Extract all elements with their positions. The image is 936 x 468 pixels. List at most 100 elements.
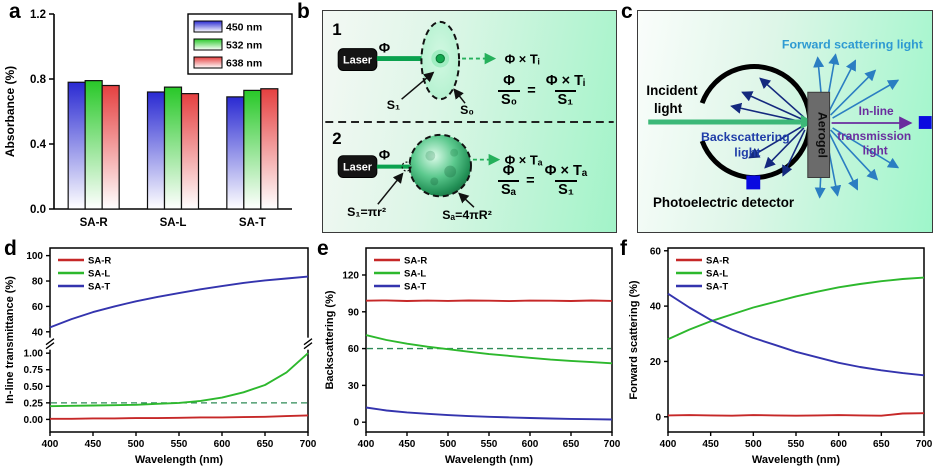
bar-SA-R-638 nm bbox=[101, 84, 120, 210]
inline-label-1: In-line bbox=[859, 104, 894, 118]
series-line-SA-T bbox=[49, 275, 309, 329]
sa-formula-label: Sₐ=4πR² bbox=[442, 208, 492, 222]
y-tick-label: 40 bbox=[650, 302, 662, 313]
series-line-SA-R bbox=[365, 299, 613, 303]
y-axis-title: Absorbance (%) bbox=[3, 66, 17, 157]
bar-SA-T-532 nm bbox=[243, 89, 262, 210]
series-line-SA-L bbox=[667, 276, 925, 341]
plot-area bbox=[365, 247, 613, 433]
eq2-denominator-2: S₁ bbox=[555, 179, 577, 199]
x-tick-label: 700 bbox=[300, 439, 317, 450]
y-tick-label: 60 bbox=[348, 344, 360, 355]
y-tick-label: 90 bbox=[348, 307, 360, 318]
legend-label-SA-R: SA-R bbox=[88, 256, 111, 267]
y-tick-label: 80 bbox=[32, 277, 44, 288]
laser-schematic-diagram: 1 Laser Φ Φ × Tᵢ S₁ S₀ 2 Laser Φ Φ × Tₐ … bbox=[322, 10, 617, 233]
legend-label-SA-L: SA-L bbox=[706, 269, 728, 280]
eq2-equals: = bbox=[526, 172, 535, 189]
phi-symbol-2: Φ bbox=[379, 147, 390, 163]
s1-pointer-arrow bbox=[401, 71, 435, 100]
chart-element bbox=[741, 91, 805, 121]
y-tick-label: 0 bbox=[353, 418, 359, 429]
backscattering-arrows bbox=[730, 77, 806, 177]
s1-formula-arrow bbox=[377, 172, 404, 205]
legend-label-SA-R: SA-R bbox=[404, 256, 427, 267]
fraction: Φ Sₐ bbox=[498, 163, 520, 198]
x-tick-label: 400 bbox=[42, 439, 59, 450]
aerogel-sample bbox=[807, 91, 831, 178]
x-tick-label: 450 bbox=[702, 439, 719, 450]
x-tick-label: 550 bbox=[171, 439, 188, 450]
absorbance-bar-chart: 0.0 0.4 0.8 1.2 SA-R SA-L SA-T 450 nm 532 nm 638 … bbox=[3, 9, 293, 229]
legend-swatch-450 nm bbox=[193, 20, 223, 33]
panel-d-label: d bbox=[4, 237, 17, 260]
eq1-denominator-1: S₀ bbox=[498, 89, 521, 109]
panel-a-label: a bbox=[9, 0, 21, 23]
x-tick-label: 700 bbox=[604, 439, 620, 450]
step-2-number: 2 bbox=[332, 129, 341, 148]
chart-element bbox=[830, 129, 879, 181]
x-tick-label: 400 bbox=[358, 439, 375, 450]
y-tick-label: 0.25 bbox=[24, 398, 44, 409]
equation-2: Φ Sₐ = Φ × Tₐ S₁ bbox=[498, 163, 590, 198]
x-tick-label: 600 bbox=[830, 439, 847, 450]
y-tick-label: 100 bbox=[26, 251, 43, 262]
x-tick-label: 500 bbox=[128, 439, 145, 450]
chart-element bbox=[827, 59, 857, 113]
legend-swatch-532 nm bbox=[193, 38, 223, 51]
y-tick-label: 30 bbox=[348, 381, 360, 392]
x-axis-title: Wavelength (nm) bbox=[135, 454, 224, 466]
phi-symbol-1: Φ bbox=[379, 40, 390, 56]
bar-SA-L-638 nm bbox=[180, 93, 200, 210]
equation-1: Φ S₀ = Φ × Tᵢ S₁ bbox=[498, 73, 588, 108]
y-tick-label: 60 bbox=[32, 302, 44, 313]
scattering-measurement-diagram: Aerogel Forward scattering light Inciden… bbox=[637, 10, 933, 233]
y-tick-label: 60 bbox=[650, 246, 662, 257]
y-tick-label: 0.8 bbox=[30, 74, 47, 86]
sphere-texture-dot bbox=[450, 148, 459, 157]
y-tick-label: 0.50 bbox=[24, 382, 44, 393]
sphere-texture-dot bbox=[444, 165, 457, 178]
fraction: Φ × Tᵢ S₁ bbox=[543, 73, 588, 108]
panel-f-label: f bbox=[620, 237, 627, 260]
bar-SA-R-532 nm bbox=[84, 80, 103, 210]
series-line-SA-T bbox=[365, 406, 613, 421]
category-label-SA-R: SA-R bbox=[80, 217, 109, 229]
inline-label-2: transmission bbox=[837, 129, 911, 143]
bar-SA-L-532 nm bbox=[163, 86, 183, 210]
bar-SA-R-450 nm bbox=[67, 81, 86, 210]
y-tick-label: 40 bbox=[32, 327, 44, 338]
backscattering-chart: 0 30 60 90 120 400 450 500 550 600 650 700 SA-R SA-L S… bbox=[324, 247, 620, 466]
x-tick-label: 650 bbox=[873, 439, 890, 450]
beam-cross-section-circle bbox=[401, 161, 412, 172]
inline-detector-square bbox=[918, 116, 932, 129]
x-tick-label: 600 bbox=[214, 439, 231, 450]
axis-break-gap bbox=[47, 337, 53, 350]
s1-formula-label: S₁=πr² bbox=[347, 205, 386, 219]
panel-c-label: c bbox=[621, 0, 633, 23]
eq1-denominator-2: S₁ bbox=[554, 89, 577, 109]
chart-element bbox=[748, 125, 804, 159]
y-tick-label: 0.00 bbox=[24, 415, 44, 426]
bar-SA-L-450 nm bbox=[146, 91, 166, 210]
bar-SA-T-638 nm bbox=[260, 88, 279, 210]
s0-pointer-arrow bbox=[453, 88, 466, 104]
y-tick-label: 20 bbox=[650, 357, 662, 368]
legend-label-SA-L: SA-L bbox=[404, 269, 426, 280]
laser-label-1: Laser bbox=[343, 55, 373, 67]
incident-light-label-2: light bbox=[654, 101, 683, 116]
y-tick-label: 1.2 bbox=[30, 9, 46, 21]
sphere-texture-dot bbox=[430, 177, 439, 186]
y-axis-title: In-line transmittance (%) bbox=[4, 276, 16, 404]
eq1-numerator-1: Φ bbox=[503, 73, 516, 89]
series-line-SA-L bbox=[49, 352, 309, 408]
plot-area bbox=[667, 247, 925, 433]
legend-label-SA-T: SA-T bbox=[88, 282, 110, 293]
y-axis-title: Forward scattering (%) bbox=[628, 280, 640, 400]
legend-label-SA-T: SA-T bbox=[404, 282, 426, 293]
panel-b-label: b bbox=[297, 0, 310, 23]
laser-body-1 bbox=[337, 48, 378, 71]
x-tick-label: 550 bbox=[788, 439, 805, 450]
phi-ti-label: Φ × Tᵢ bbox=[505, 52, 540, 67]
